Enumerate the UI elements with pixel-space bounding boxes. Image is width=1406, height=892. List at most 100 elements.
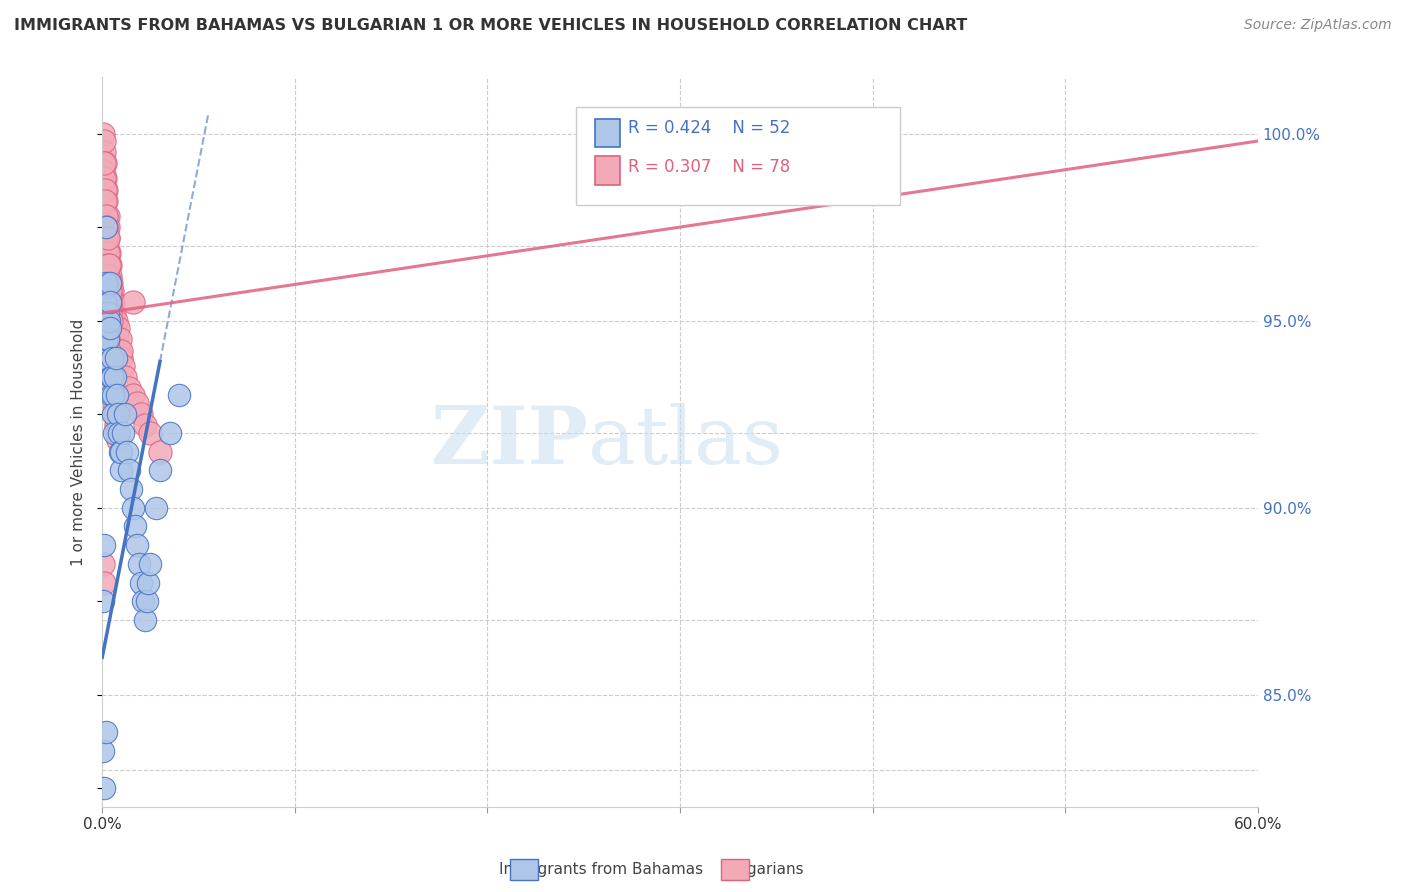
Point (97, 246, 120, 260)
Point (97, 220, 120, 235)
Point (114, 407, 136, 421)
Point (96, 313, 118, 327)
Point (94, 725, 117, 739)
Point (98, 306, 121, 320)
Point (98, 276, 121, 290)
Point (93, 538, 115, 552)
Point (134, 613, 156, 627)
Point (91, 744, 114, 758)
Point (98, 294, 121, 309)
Point (104, 369, 127, 384)
Point (145, 500, 167, 515)
Text: ZIP: ZIP (430, 403, 588, 481)
Point (91, 164, 114, 178)
Point (110, 444, 132, 458)
Point (93, 781, 115, 796)
Point (97, 332, 120, 346)
Point (94, 220, 117, 235)
Point (110, 351, 132, 365)
Point (94, 294, 117, 309)
Point (100, 369, 122, 384)
Point (93, 156, 115, 170)
Point (139, 557, 162, 571)
Point (101, 369, 124, 384)
Point (110, 343, 132, 358)
Point (139, 425, 162, 440)
Point (120, 482, 142, 496)
Point (93, 351, 115, 365)
Point (104, 407, 127, 421)
Point (105, 388, 128, 402)
Point (118, 463, 141, 477)
Point (107, 407, 129, 421)
Point (117, 444, 139, 458)
Point (122, 500, 145, 515)
Point (149, 444, 172, 458)
Text: Immigrants from Bahamas: Immigrants from Bahamas (499, 863, 703, 877)
Point (101, 388, 124, 402)
Point (125, 396, 148, 410)
Point (104, 351, 127, 365)
Point (134, 418, 156, 433)
Point (97, 321, 120, 335)
Point (103, 407, 125, 421)
Point (118, 381, 141, 395)
Point (107, 425, 129, 440)
Point (97, 306, 120, 320)
Point (100, 276, 122, 290)
Point (100, 388, 122, 402)
Point (167, 388, 190, 402)
Point (96, 313, 118, 327)
Point (108, 444, 131, 458)
Point (97, 313, 120, 327)
Point (91, 594, 114, 608)
Point (129, 407, 152, 421)
Point (98, 351, 121, 365)
Point (93, 156, 115, 170)
Point (98, 321, 121, 335)
Point (98, 284, 121, 298)
Point (93, 145, 115, 160)
Point (105, 425, 128, 440)
Point (104, 418, 127, 433)
Point (100, 313, 122, 327)
Point (98, 258, 121, 272)
Point (103, 313, 125, 327)
Text: Source: ZipAtlas.com: Source: ZipAtlas.com (1244, 18, 1392, 32)
Text: R = 0.424    N = 52: R = 0.424 N = 52 (628, 119, 790, 136)
Point (98, 284, 121, 298)
Point (112, 425, 135, 440)
Point (93, 183, 115, 197)
Point (135, 594, 157, 608)
Point (138, 575, 160, 590)
Point (96, 239, 118, 253)
Point (122, 294, 145, 309)
Point (97, 268, 120, 283)
Point (97, 246, 120, 260)
Point (100, 294, 122, 309)
Point (101, 294, 124, 309)
Point (110, 463, 132, 477)
Point (97, 321, 120, 335)
Point (91, 557, 114, 571)
Point (94, 171, 117, 186)
Point (159, 425, 181, 440)
Point (97, 258, 120, 272)
Point (100, 369, 122, 384)
Point (94, 220, 117, 235)
Point (107, 321, 129, 335)
Point (101, 351, 124, 365)
Point (149, 463, 172, 477)
Point (125, 538, 148, 552)
Point (103, 425, 125, 440)
Point (124, 519, 146, 533)
Point (96, 220, 118, 235)
Point (97, 332, 120, 346)
Y-axis label: 1 or more Vehicles in Household: 1 or more Vehicles in Household (72, 318, 86, 566)
Point (91, 127, 114, 141)
Point (97, 258, 120, 272)
Point (107, 434, 129, 448)
Point (122, 388, 145, 402)
Point (104, 321, 127, 335)
Point (101, 381, 124, 395)
